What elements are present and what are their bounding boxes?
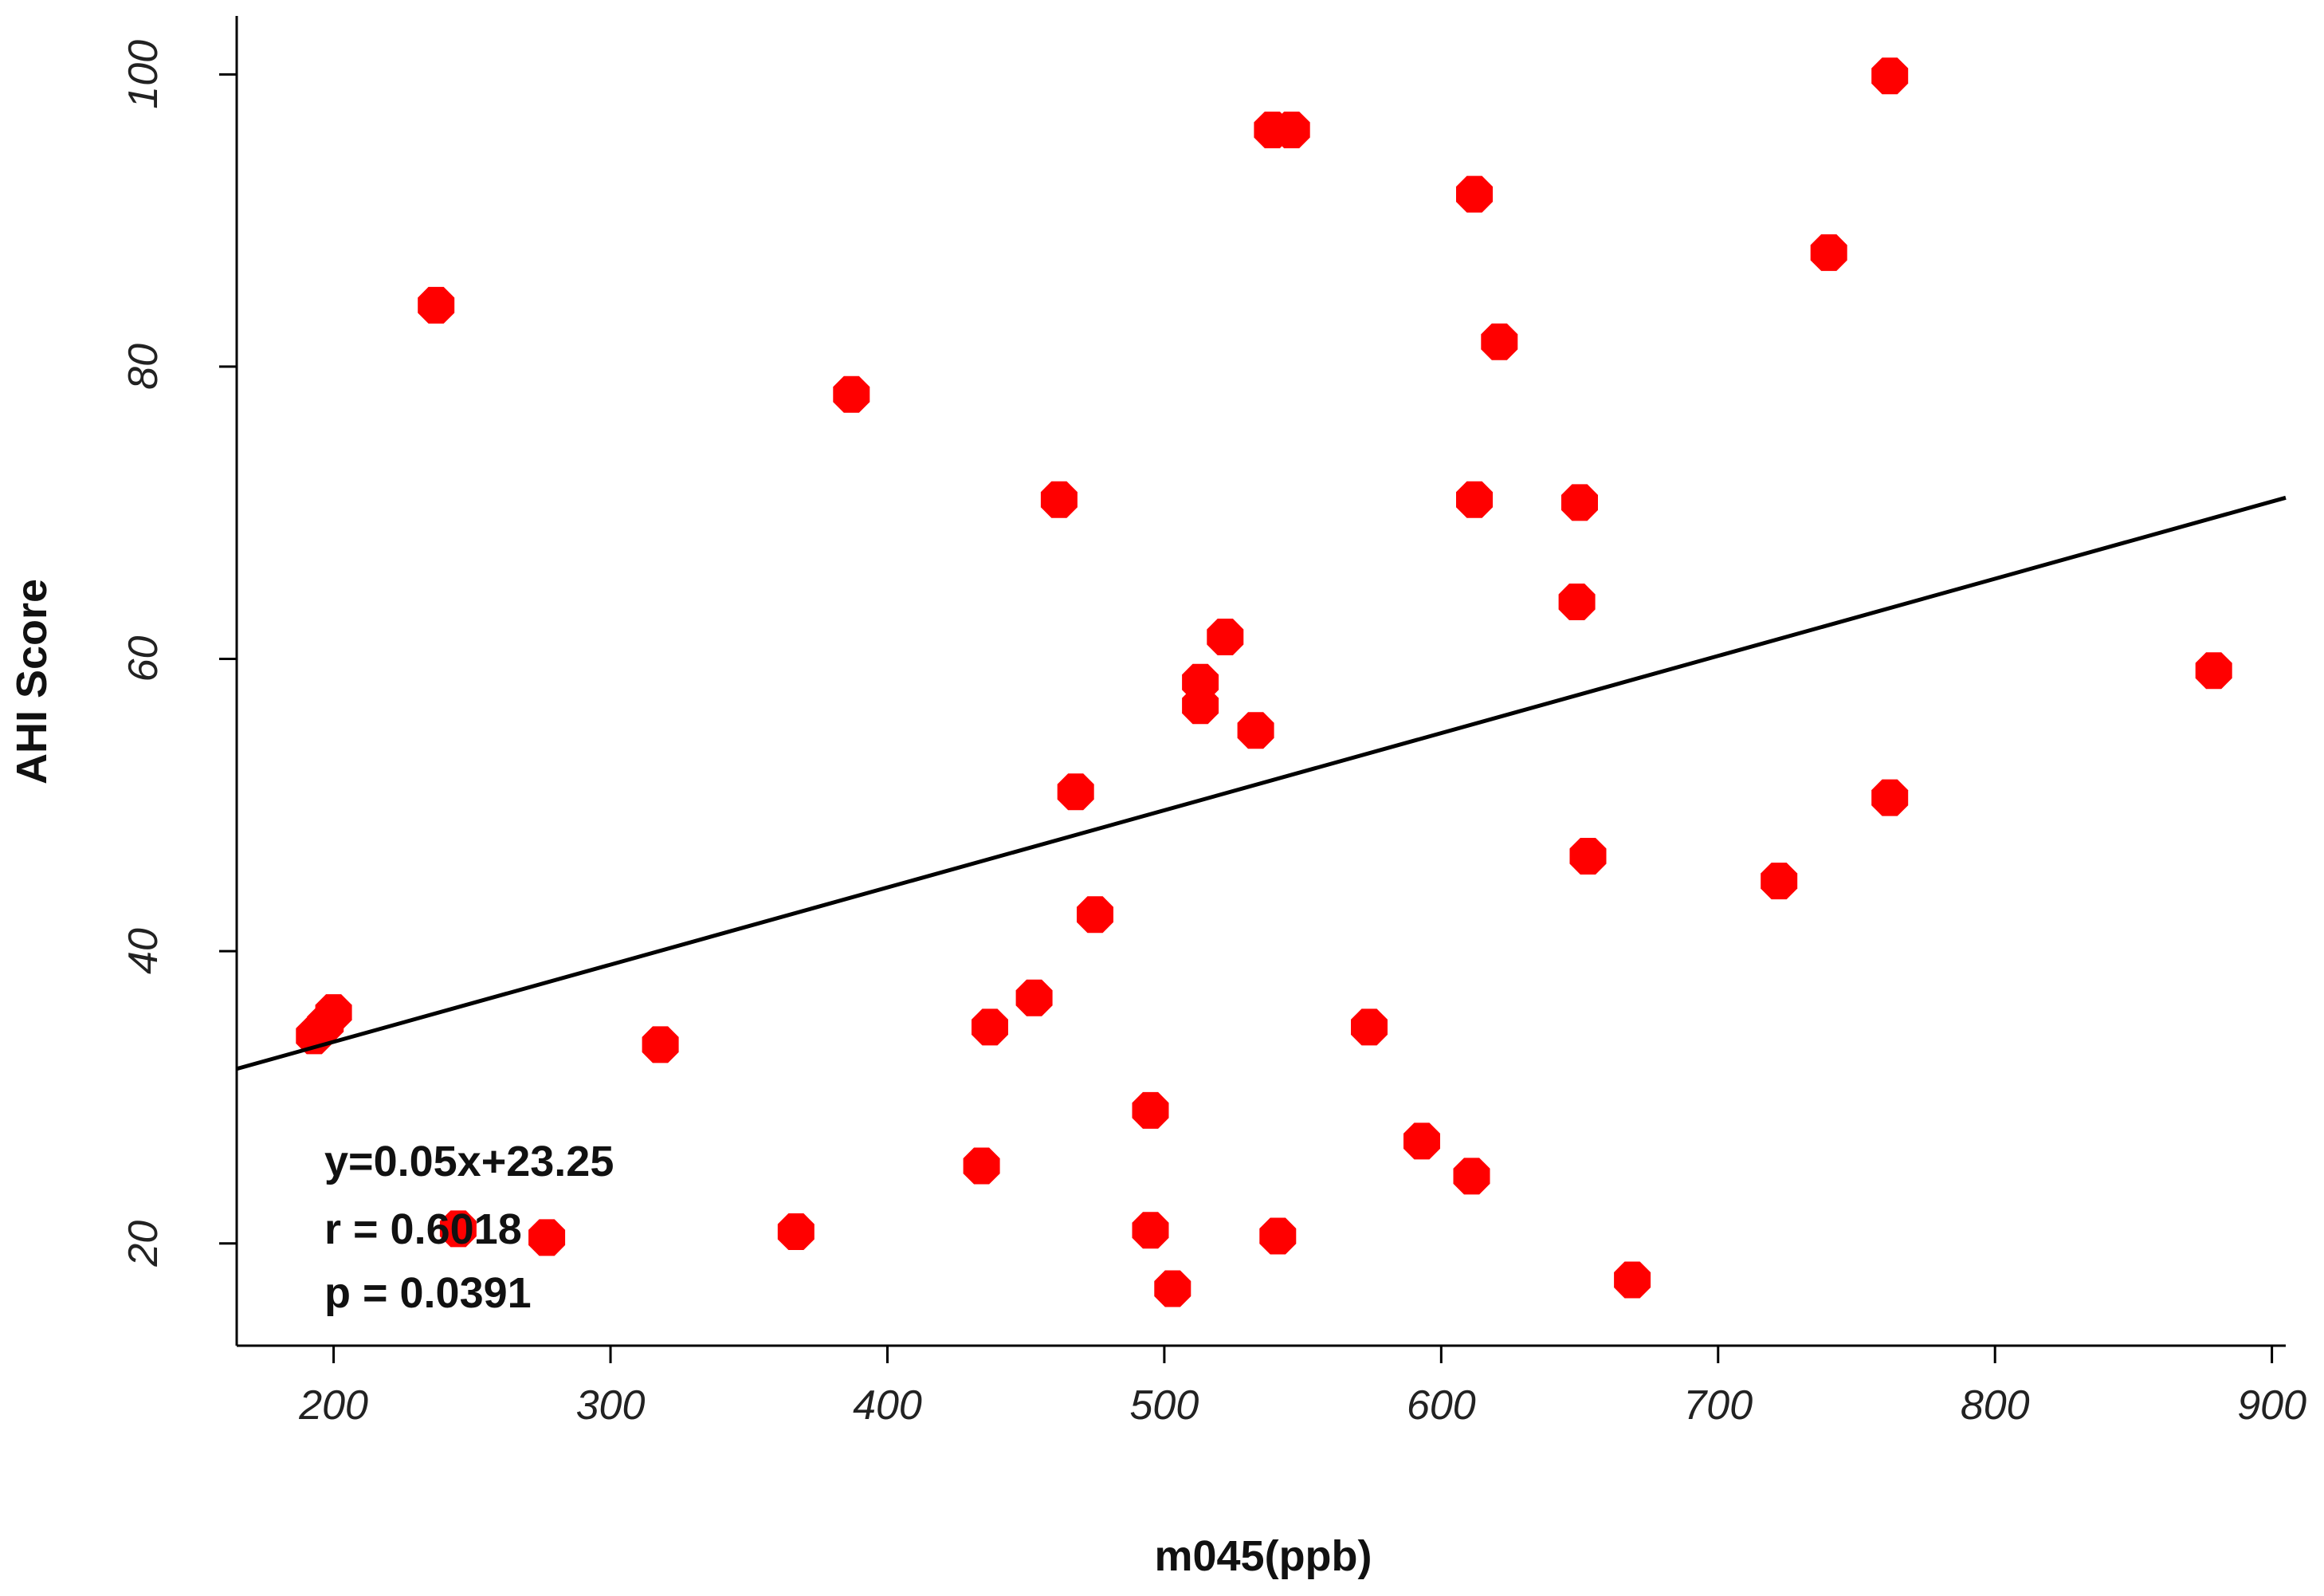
regression-line [236,495,2287,1071]
data-point [1871,57,1909,95]
x-tick-label: 200 [298,1382,368,1429]
x-tick-label: 700 [1683,1382,1753,1429]
data-point [833,375,870,413]
data-point [418,286,455,324]
data-point [1237,712,1274,749]
data-point [972,1008,1008,1046]
data-point [1259,1217,1297,1255]
data-point [777,1213,815,1250]
data-point [1182,687,1219,725]
data-point [1761,863,1798,900]
data-point [1154,1270,1191,1307]
data-point [1132,1212,1169,1249]
data-point [1040,481,1078,518]
data-point [1453,1158,1490,1195]
y-tick-label: 100 [120,40,167,109]
data-point [1132,1091,1169,1129]
data-point [1057,773,1094,811]
axes: 200 300 400 500 600 700 800 900 20 40 60 80 100 [120,16,2306,1429]
data-point [1456,175,1493,213]
x-tick-label: 600 [1407,1382,1476,1429]
x-tick-label: 800 [1961,1382,2030,1429]
data-point [642,1026,679,1063]
data-point [963,1147,1000,1185]
data-point [315,994,352,1032]
data-point [1351,1008,1388,1046]
data-point [1558,584,1596,620]
data-point [1207,619,1244,655]
regression-line-group [236,495,2287,1071]
data-point [439,1210,477,1248]
data-point [1810,234,1847,271]
x-tick-label: 400 [853,1382,922,1429]
data-point [1481,323,1518,360]
annotation-equation: y=0.05x+23.25 [324,1138,614,1185]
data-point [528,1219,566,1256]
annotations: y=0.05x+23.25 r = 0.6018 p = 0.0391 [324,1138,614,1317]
x-axis-title: m045(ppb) [1154,1532,1372,1580]
data-point [1614,1261,1651,1299]
data-point [1015,979,1053,1016]
data-point [1561,484,1598,521]
data-point [1273,112,1310,148]
annotation-r: r = 0.6018 [324,1205,522,1253]
data-point [1456,481,1493,518]
data-point [1569,838,1607,875]
y-tick-label: 80 [120,344,167,390]
y-tick-label: 40 [120,928,167,974]
y-tick-label: 20 [120,1221,167,1268]
annotation-p: p = 0.0391 [324,1269,532,1317]
x-tick-label: 900 [2237,1382,2306,1429]
x-tick-label: 500 [1130,1382,1199,1429]
data-points [296,57,2232,1307]
x-tick-label: 300 [576,1382,646,1429]
y-tick-label: 60 [120,636,167,682]
y-axis-title: AHI Score [8,579,56,784]
data-point [2195,652,2232,690]
data-point [1871,779,1909,816]
data-point [1077,896,1113,934]
data-point [1403,1122,1440,1160]
